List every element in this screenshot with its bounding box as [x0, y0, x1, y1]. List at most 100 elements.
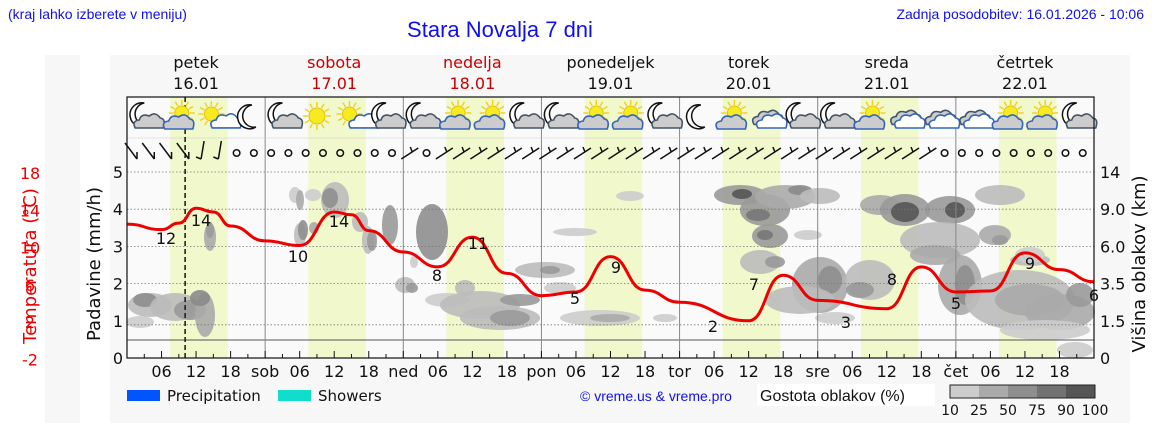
- cloud-density-swatch: [1037, 385, 1066, 398]
- wind-calm-icon: [387, 148, 397, 158]
- wind-sw-icon: [918, 146, 937, 160]
- day-date: 20.01: [726, 74, 772, 93]
- temperature-value-label: 11: [468, 234, 488, 253]
- wind-sw-icon: [815, 146, 834, 160]
- x-tick-label: sre: [806, 362, 830, 381]
- wind-calm-icon: [1044, 148, 1053, 158]
- wind-sw-icon: [400, 146, 419, 160]
- cloud-height-tick: 1.5: [1100, 312, 1125, 331]
- sun-cloud-icon: [1026, 100, 1059, 130]
- cloud-density-swatch: [1008, 385, 1037, 398]
- wind-sw-icon: [901, 146, 920, 160]
- wind-calm-icon: [992, 148, 1001, 158]
- day-date: 18.01: [449, 74, 495, 93]
- day-headers: petek 16.01 sobota 17.01 nedelja 18.01 ponedel…: [173, 53, 1054, 93]
- sun-cloud-icon: [473, 100, 506, 130]
- temperature-tick: 18: [20, 164, 40, 183]
- day-date: 21.01: [864, 74, 910, 93]
- moon-cloud-icon: [543, 102, 580, 129]
- wind-calm-icon: [1078, 148, 1087, 158]
- temperature-tick: 14: [20, 201, 40, 220]
- showers-legend-label: Showers: [318, 387, 382, 405]
- x-tick-label: 06: [566, 362, 586, 381]
- x-tick-label: 06: [151, 362, 171, 381]
- temperature-tick: -2: [22, 351, 38, 370]
- legend: Precipitation Showers Gostota oblakov (%) 1…: [127, 384, 1108, 419]
- wind-sw-icon: [642, 146, 661, 160]
- last-update: Zadnja posodobitev: 16.01.2026 - 10:06: [896, 6, 1144, 22]
- wind-sw-icon: [728, 146, 747, 160]
- x-tick-label: 18: [497, 362, 517, 381]
- wind-n-icon: [213, 140, 223, 160]
- wind-calm-icon: [318, 148, 327, 158]
- wind-calm-icon: [957, 148, 966, 158]
- credit-link[interactable]: © vreme.us & vreme.pro: [580, 388, 732, 404]
- wind-calm-icon: [249, 148, 258, 158]
- day-name: četrtek: [996, 53, 1054, 72]
- moon-cloud-icon: [129, 102, 166, 129]
- wind-nw-icon: [158, 142, 173, 160]
- temperature-value-label: 8: [887, 270, 897, 289]
- temperature-tick: 10: [20, 239, 40, 258]
- axes: 06 12 18 sob 06 12 18 ned 06 12 18 pon 06 12 18 tor 06 12…: [20, 96, 1150, 381]
- temperature-value-label: 7: [749, 275, 759, 294]
- sun-cloud-icon: [991, 100, 1024, 130]
- wind-calm-icon: [1061, 148, 1070, 158]
- x-tick-label: pon: [526, 362, 556, 381]
- wind-sw-icon: [849, 146, 868, 160]
- wind-sw-icon: [556, 146, 575, 160]
- x-tick-label: tor: [668, 362, 691, 381]
- wind-calm-icon: [336, 148, 345, 158]
- wind-calm-icon: [284, 148, 293, 158]
- cloud-density-swatch: [1066, 385, 1095, 398]
- cloud-density-areas: [126, 182, 1095, 358]
- cloud-height-tick: 6.0: [1100, 237, 1125, 256]
- x-tick-label: 12: [1015, 362, 1035, 381]
- x-tick-label: 18: [359, 362, 379, 381]
- moon-cloud-icon: [1061, 102, 1098, 129]
- wind-calm-icon: [267, 148, 276, 158]
- x-tick-label: 18: [635, 362, 655, 381]
- wind-calm-icon: [422, 148, 431, 158]
- precipitation-axis-label: Padavine (mm/h): [84, 187, 105, 341]
- wind-sw-icon: [625, 146, 644, 160]
- wind-sw-icon: [659, 146, 678, 160]
- x-tick-label: 12: [324, 362, 344, 381]
- temperature-tick: 2: [25, 313, 35, 332]
- moon-icon: [236, 104, 257, 130]
- day-name: torek: [728, 53, 770, 72]
- temperature-line: [126, 206, 1095, 323]
- wind-sw-icon: [780, 146, 799, 160]
- day-date: 17.01: [311, 74, 357, 93]
- wind-sw-icon: [884, 146, 903, 160]
- cloud-icon: [924, 109, 961, 129]
- cloud-density-swatch: [950, 385, 979, 398]
- x-tick-label: ned: [388, 362, 418, 381]
- wind-calm-icon: [370, 148, 379, 158]
- x-tick-label: 12: [877, 362, 897, 381]
- wind-sw-icon: [590, 146, 609, 160]
- sun-cloud-icon: [577, 100, 610, 130]
- temperature-value-label: 5: [570, 289, 580, 308]
- x-tick-label: 06: [428, 362, 448, 381]
- cloud-density-tick: 90: [1057, 403, 1075, 419]
- x-tick-label: 18: [220, 362, 240, 381]
- wind-sw-icon: [504, 146, 523, 160]
- location-hint[interactable]: (kraj lahko izberete v meniju): [8, 6, 187, 22]
- precipitation-legend-label: Precipitation: [167, 387, 261, 405]
- x-tick-label: čet: [943, 362, 968, 381]
- temperature-axis-label: Temperatura (°C): [20, 188, 41, 345]
- wind-sw-icon: [487, 146, 506, 160]
- sun-small-cloud-icon: [198, 101, 242, 129]
- wind-n-icon: [195, 140, 205, 160]
- wind-sw-icon: [608, 146, 626, 160]
- temperature-value-label: 10: [288, 247, 308, 266]
- wind-sw-icon: [677, 146, 695, 160]
- wind-barb-row: [124, 140, 1087, 160]
- sun-cloud-icon: [853, 100, 886, 130]
- day-name: nedelja: [443, 53, 502, 72]
- x-tick-label: 18: [1049, 362, 1069, 381]
- day-name: petek: [173, 53, 219, 72]
- wind-nw-icon: [176, 142, 190, 160]
